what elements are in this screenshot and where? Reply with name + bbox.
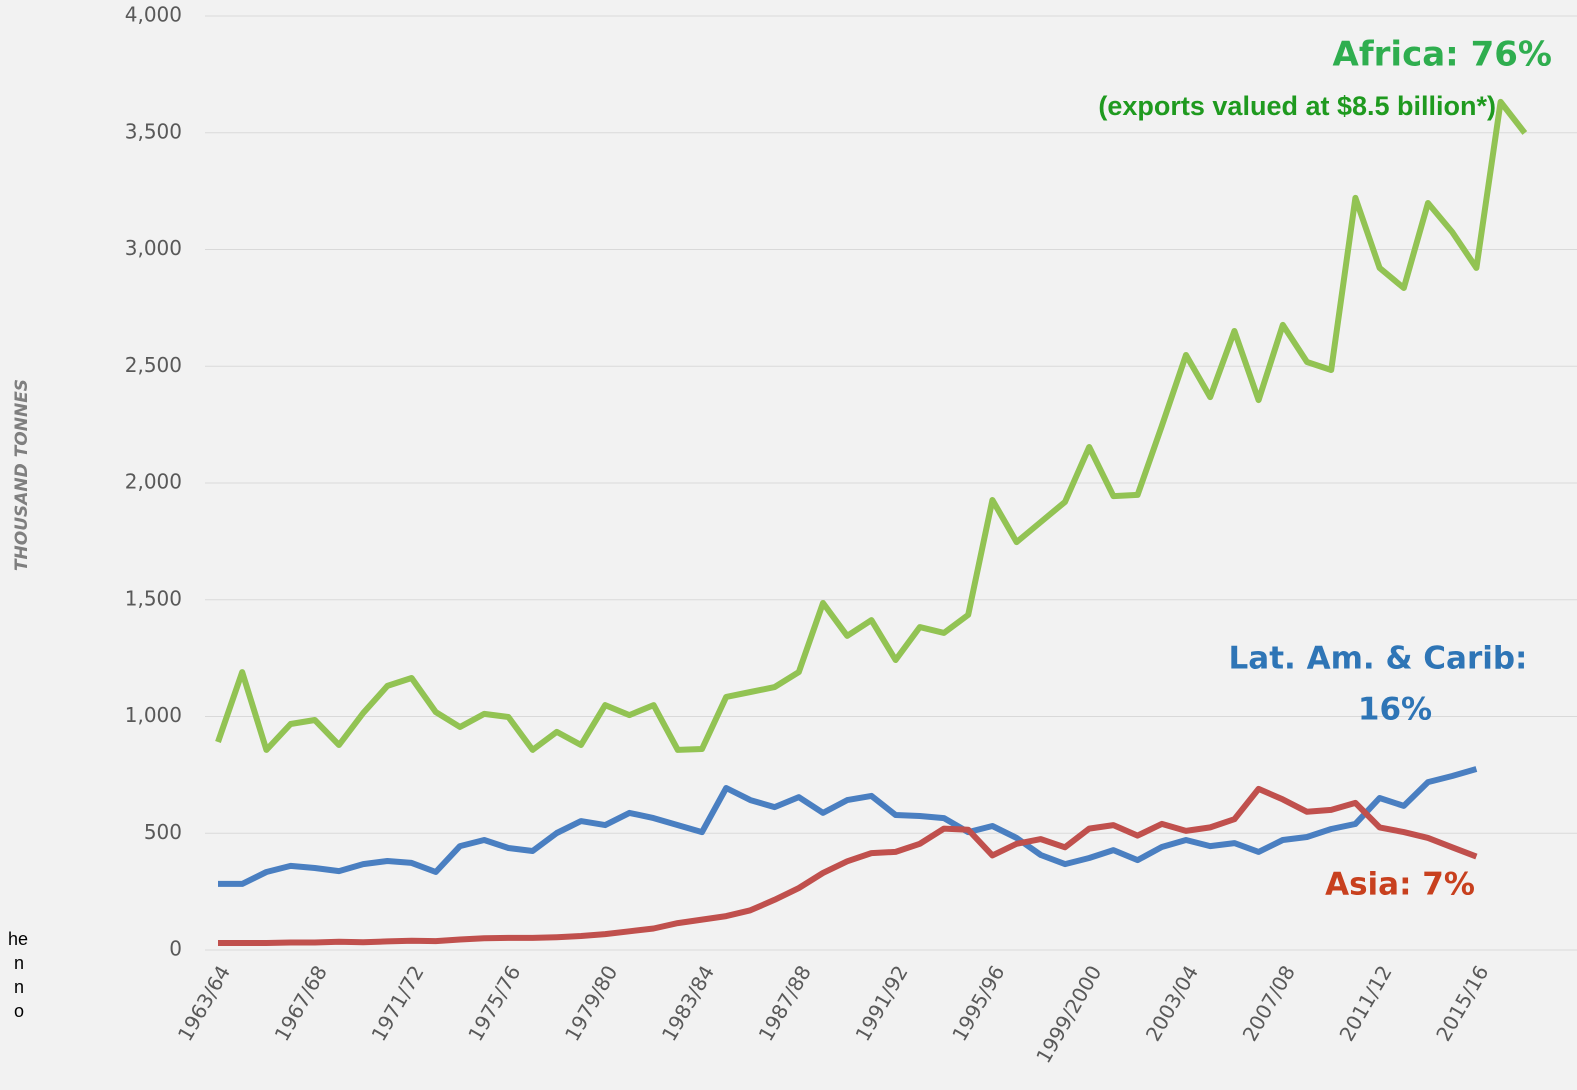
- y-tick-label: 3,000: [125, 236, 182, 260]
- clipped-text: n: [14, 977, 24, 997]
- y-tick-label: 3,500: [125, 119, 182, 143]
- y-axis-label: THOUSAND TONNES: [12, 379, 32, 571]
- x-tick-label: 2015/16: [1431, 961, 1493, 1045]
- clipped-text: he: [8, 929, 28, 949]
- clipped-text: o: [14, 1001, 24, 1021]
- x-tick-label: 1991/92: [850, 961, 912, 1045]
- y-tick-label: 2,000: [125, 470, 182, 494]
- annotation: Asia: 7%: [1325, 867, 1475, 903]
- y-tick-label: 0: [169, 937, 182, 961]
- series-line: [218, 785, 1478, 946]
- series-line: [215, 98, 1528, 753]
- x-tick-label: 1987/88: [754, 961, 816, 1045]
- annotation: Lat. Am. & Carib:: [1229, 641, 1528, 677]
- x-tick-label: 1963/64: [173, 961, 235, 1045]
- x-tick-label: 2007/08: [1238, 961, 1300, 1045]
- x-tick-label: 2003/04: [1141, 961, 1203, 1045]
- y-tick-label: 2,500: [125, 353, 182, 377]
- annotation: Africa: 76%: [1333, 35, 1552, 75]
- x-tick-label: 1983/84: [657, 961, 719, 1045]
- y-tick-label: 1,500: [125, 586, 182, 610]
- x-tick-label: 1979/80: [560, 961, 622, 1045]
- series-line: [218, 766, 1478, 887]
- x-tick-label: 1995/96: [947, 961, 1009, 1045]
- y-tick-label: 1,000: [125, 703, 182, 727]
- annotation: 16%: [1358, 692, 1432, 728]
- y-tick-label: 4,000: [125, 3, 182, 27]
- x-tick-label: 1971/72: [366, 961, 428, 1045]
- x-tick-label: 1975/76: [463, 961, 525, 1045]
- annotation: (exports valued at $8.5 billion*): [1098, 91, 1496, 121]
- clipped-text: n: [14, 953, 24, 973]
- x-tick-label: 2011/12: [1334, 961, 1396, 1045]
- y-tick-label: 500: [144, 820, 182, 844]
- x-tick-label: 1967/68: [270, 961, 332, 1045]
- x-tick-label: 1999/2000: [1031, 961, 1106, 1067]
